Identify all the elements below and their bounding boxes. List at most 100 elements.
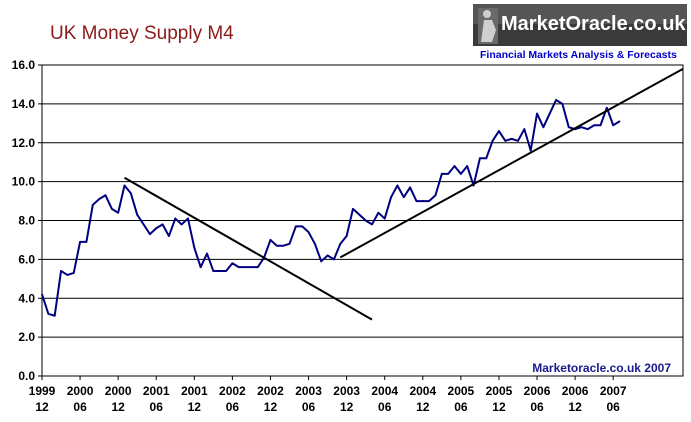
data-point xyxy=(586,128,589,131)
logo-text: MarketOracle.co.uk xyxy=(501,13,686,35)
x-tick-year: 2000 xyxy=(105,384,132,398)
data-point xyxy=(174,217,177,220)
x-tick-year: 2004 xyxy=(371,384,398,398)
data-point xyxy=(371,223,373,226)
y-tick-label: 12.0 xyxy=(12,136,36,150)
data-point xyxy=(199,266,202,269)
plot-area-border xyxy=(41,64,684,377)
data-point xyxy=(447,172,450,175)
x-tick-month: 06 xyxy=(378,400,392,414)
series-line xyxy=(41,98,621,317)
data-point xyxy=(542,126,545,129)
data-point xyxy=(421,200,424,202)
data-point xyxy=(333,258,335,261)
x-tick-year: 2003 xyxy=(333,384,360,398)
x-tick-month: 12 xyxy=(416,400,430,414)
data-point xyxy=(168,235,170,237)
data-point xyxy=(459,172,462,175)
y-tick-label: 4.0 xyxy=(18,291,35,305)
data-point xyxy=(148,233,151,236)
x-tick-month: 06 xyxy=(530,400,544,414)
data-point xyxy=(72,272,75,274)
data-point xyxy=(53,314,56,317)
data-point xyxy=(402,196,405,199)
data-point xyxy=(396,184,399,187)
data-point xyxy=(136,213,139,216)
data-point xyxy=(440,172,443,175)
x-tick-month: 06 xyxy=(73,400,87,414)
data-point xyxy=(104,194,107,197)
data-point xyxy=(41,293,43,296)
data-point xyxy=(510,137,513,140)
data-point xyxy=(555,99,557,101)
data-point xyxy=(339,242,342,245)
x-tick-year: 2003 xyxy=(295,384,322,398)
data-point xyxy=(269,239,272,241)
data-point xyxy=(529,149,532,152)
x-tick-year: 2000 xyxy=(67,384,94,398)
x-tick-year: 2005 xyxy=(448,384,475,398)
y-axis-ticks: 0.0 2.0 4.0 6.0 8.0 10.0 12.0 14.0 16.0 xyxy=(12,58,42,383)
grid-lines xyxy=(42,64,683,377)
data-point xyxy=(98,198,101,201)
y-tick-label: 14.0 xyxy=(12,97,36,111)
data-point xyxy=(561,102,564,105)
x-tick-month: 06 xyxy=(607,400,621,414)
data-point xyxy=(415,200,418,202)
data-point xyxy=(301,225,304,228)
data-point xyxy=(390,196,392,199)
data-point xyxy=(142,223,145,226)
oracle-figure-icon xyxy=(478,8,498,44)
data-point xyxy=(212,270,215,272)
data-point xyxy=(352,207,354,210)
y-tick-label: 6.0 xyxy=(18,252,35,266)
y-tick-label: 10.0 xyxy=(12,175,36,189)
x-tick-month: 12 xyxy=(492,400,506,414)
data-point xyxy=(453,165,456,167)
data-point xyxy=(536,112,538,115)
data-point xyxy=(307,231,310,234)
series-layer xyxy=(41,98,621,317)
data-point xyxy=(244,266,246,269)
x-tick-year: 2006 xyxy=(562,384,589,398)
x-tick-month: 06 xyxy=(150,400,164,414)
x-tick-month: 12 xyxy=(35,400,49,414)
data-point xyxy=(491,139,494,142)
data-point xyxy=(218,270,221,272)
data-point xyxy=(237,266,240,269)
data-point xyxy=(129,192,132,195)
logo-tagline: Financial Markets Analysis & Forecasts xyxy=(480,49,677,61)
data-point xyxy=(187,217,189,220)
x-tick-year: 2001 xyxy=(181,384,208,398)
data-point xyxy=(117,211,120,214)
logo-banner-shade xyxy=(473,4,687,24)
x-tick-year: 2004 xyxy=(409,384,436,398)
chart-title: UK Money Supply M4 xyxy=(50,23,234,44)
data-point xyxy=(161,223,164,226)
data-point xyxy=(47,312,50,315)
x-tick-month: 06 xyxy=(302,400,316,414)
x-tick-month: 12 xyxy=(568,400,582,414)
data-point xyxy=(605,106,608,109)
trendline xyxy=(124,176,373,321)
data-point xyxy=(326,254,329,257)
data-point xyxy=(294,225,297,228)
data-point xyxy=(193,246,196,249)
x-tick-year: 2002 xyxy=(219,384,246,398)
x-tick-month: 12 xyxy=(188,400,202,414)
data-point xyxy=(66,274,69,276)
x-tick-year: 2002 xyxy=(257,384,284,398)
data-point xyxy=(466,165,469,167)
x-tick-year: 2006 xyxy=(524,384,551,398)
x-axis-ticks: 1999 12 2000 06 2000 12 2001 06 2001 12 2002 06 2002… xyxy=(29,376,627,414)
data-point xyxy=(275,244,278,247)
data-point xyxy=(593,124,596,127)
data-point xyxy=(314,242,316,245)
data-point xyxy=(612,124,615,127)
data-point xyxy=(225,270,227,272)
data-point xyxy=(79,240,81,243)
data-point xyxy=(231,262,234,265)
data-point xyxy=(206,252,208,255)
data-point xyxy=(485,157,488,160)
